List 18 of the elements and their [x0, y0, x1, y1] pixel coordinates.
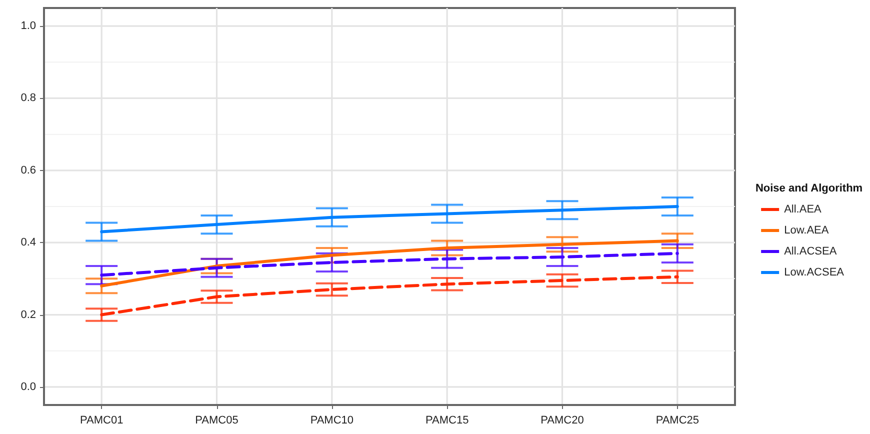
x-tick-label: PAMC20	[540, 414, 584, 426]
legend-title: Noise and Algorithm	[755, 182, 863, 194]
x-tick-label: PAMC10	[310, 414, 354, 426]
x-tick-label: PAMC01	[80, 414, 124, 426]
legend-label: All.ACSEA	[784, 246, 838, 258]
y-tick-label: 0.6	[20, 164, 36, 176]
legend-label: All.AEA	[784, 204, 822, 216]
y-tick-label: 0.4	[20, 236, 36, 249]
legend-label: Low.AEA	[784, 224, 830, 236]
legend-label: Low.ACSEA	[784, 266, 845, 278]
y-tick-label: 1.0	[20, 20, 36, 32]
y-tick-label: 0.2	[20, 308, 36, 321]
x-tick-label: PAMC25	[656, 414, 700, 426]
x-tick-label: PAMC05	[195, 414, 238, 426]
y-tick-label: 0.0	[20, 380, 36, 393]
x-tick-label: PAMC15	[425, 414, 469, 426]
y-tick-label: 0.8	[20, 92, 36, 104]
line-series	[100, 275, 679, 316]
